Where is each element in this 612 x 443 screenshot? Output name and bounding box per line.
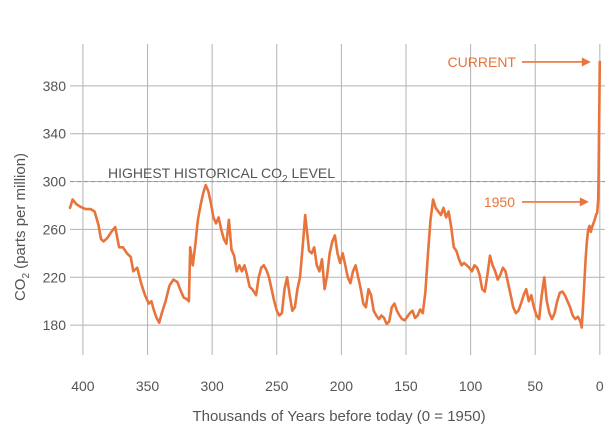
x-tick-label-100: 100 [459, 378, 483, 394]
x-tick-label-400: 400 [71, 378, 95, 394]
year-1950-label: 1950 [484, 194, 515, 210]
y-tick-labels: 180 220 260 300 340 380 [43, 78, 67, 333]
current-annotation: CURRENT [448, 54, 591, 70]
year-1950-annotation: 1950 [484, 194, 589, 210]
x-tick-label-300: 300 [200, 378, 224, 394]
y-axis-title-main: CO [12, 279, 29, 302]
highest-label-main: HIGHEST HISTORICAL CO [108, 165, 282, 181]
x-tick-label-150: 150 [394, 378, 418, 394]
x-tick-label-250: 250 [265, 378, 289, 394]
y-tick-label-260: 260 [43, 221, 67, 237]
x-tick-label-0: 0 [596, 378, 604, 394]
x-tick-label-50: 50 [527, 378, 543, 394]
x-axis-title: Thousands of Years before today (0 = 195… [192, 408, 485, 425]
x-tick-labels: 400 350 300 250 200 150 100 50 0 [71, 378, 604, 394]
y-tick-label-340: 340 [43, 126, 67, 142]
y-tick-label-300: 300 [43, 174, 67, 190]
y-tick-label-220: 220 [43, 269, 67, 285]
current-arrow-head [581, 57, 591, 67]
highest-label-subscript: 2 [282, 174, 288, 185]
current-label: CURRENT [448, 54, 517, 70]
highest-label-suffix: LEVEL [288, 165, 336, 181]
x-tick-label-200: 200 [330, 378, 354, 394]
y-tick-label-180: 180 [43, 317, 67, 333]
y-axis-title-subscript: 2 [21, 273, 32, 279]
y-axis-title-suffix: (parts per million) [12, 153, 29, 273]
year-1950-arrow-head [579, 197, 589, 207]
y-axis-title: CO2 (parts per million) [12, 153, 32, 301]
y-tick-label-380: 380 [43, 78, 67, 94]
grid-lines [70, 44, 605, 355]
x-tick-label-350: 350 [136, 378, 160, 394]
highest-historical-level-label: HIGHEST HISTORICAL CO2 LEVEL [108, 165, 335, 185]
co2-series-line [68, 60, 602, 329]
